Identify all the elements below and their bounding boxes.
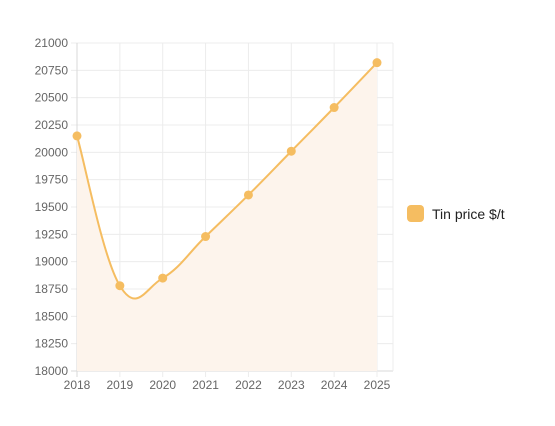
data-point bbox=[372, 58, 382, 68]
x-tick-label: 2018 bbox=[64, 378, 91, 392]
x-axis-ticks: 2018 2019 2020 2021 2022 2023 2024 2025 bbox=[64, 378, 391, 392]
x-tick-label: 2025 bbox=[364, 378, 391, 392]
y-axis-ticks: 18000 18250 18500 18750 19000 19250 19500 19750… bbox=[35, 36, 69, 378]
y-tick-label: 20750 bbox=[35, 63, 69, 77]
data-point bbox=[115, 281, 125, 291]
legend[interactable]: Tin price $/t bbox=[407, 205, 505, 222]
x-tick-label: 2022 bbox=[235, 378, 262, 392]
x-tick-label: 2024 bbox=[321, 378, 348, 392]
y-tick-label: 21000 bbox=[35, 36, 69, 50]
x-tick-label: 2023 bbox=[278, 378, 305, 392]
y-tick-label: 19500 bbox=[35, 200, 69, 214]
y-tick-label: 20250 bbox=[35, 118, 69, 132]
y-tick-label: 19750 bbox=[35, 173, 69, 187]
y-tick-label: 18000 bbox=[35, 364, 69, 378]
data-point bbox=[329, 103, 339, 113]
data-point bbox=[158, 273, 168, 283]
y-tick-label: 20500 bbox=[35, 91, 69, 105]
legend-swatch bbox=[407, 205, 424, 222]
x-tick-label: 2019 bbox=[107, 378, 134, 392]
y-tick-label: 19000 bbox=[35, 255, 69, 269]
series-points bbox=[72, 58, 382, 291]
y-tick-label: 20000 bbox=[35, 145, 69, 159]
y-tick-label: 18500 bbox=[35, 309, 69, 323]
data-point bbox=[201, 232, 211, 242]
legend-label: Tin price $/t bbox=[432, 205, 505, 222]
series-line bbox=[76, 61, 378, 300]
x-tick-label: 2020 bbox=[149, 378, 176, 392]
x-tick-label: 2021 bbox=[192, 378, 219, 392]
data-point bbox=[243, 190, 253, 200]
data-point bbox=[72, 131, 82, 141]
y-tick-label: 19250 bbox=[35, 227, 69, 241]
data-point bbox=[286, 146, 296, 156]
y-tick-label: 18250 bbox=[35, 337, 69, 351]
series-area bbox=[76, 61, 378, 372]
y-tick-label: 18750 bbox=[35, 282, 69, 296]
